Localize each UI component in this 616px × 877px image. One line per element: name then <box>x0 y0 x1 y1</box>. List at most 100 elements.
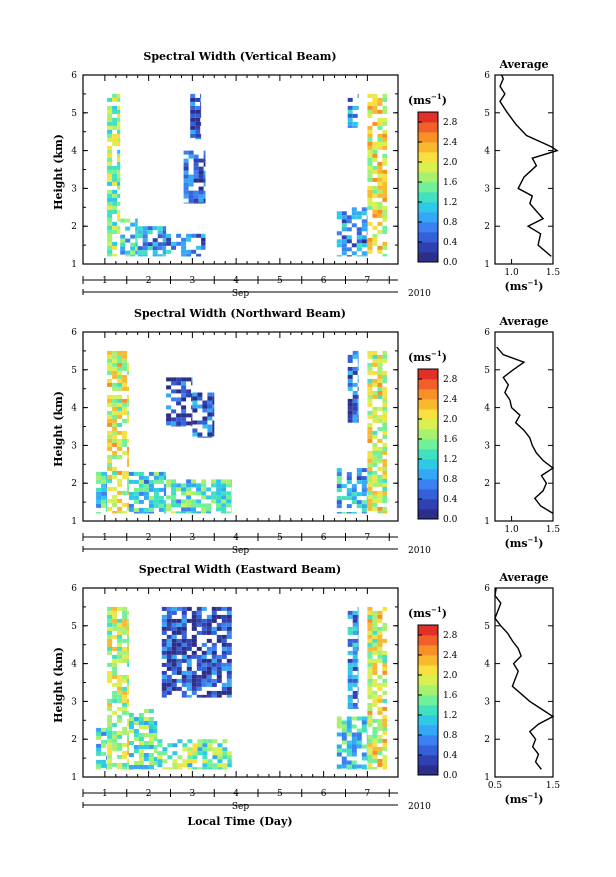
heatmap-cell <box>367 161 373 166</box>
heatmap-cell <box>186 694 192 698</box>
colorbar-swatch <box>418 735 438 746</box>
heatmap-cell <box>382 245 388 250</box>
heatmap-cell <box>377 746 383 751</box>
heatmap-cell <box>96 735 102 740</box>
heatmap-cell <box>127 618 129 623</box>
heatmap-cell <box>382 398 388 403</box>
heatmap-cell <box>382 722 388 727</box>
heatmap-cell <box>203 190 206 195</box>
heatmap-cell <box>372 742 378 747</box>
heatmap-cell <box>112 746 118 751</box>
heatmap-cell <box>352 666 358 671</box>
y-tick-label: 3 <box>71 441 77 451</box>
heatmap-cell <box>112 474 118 479</box>
heatmap-cell <box>367 149 373 154</box>
heatmap-cell <box>382 754 388 759</box>
colorbar-tick-label: 1.6 <box>443 435 458 445</box>
heatmap-cell <box>125 226 131 231</box>
heatmap-cell <box>193 166 199 171</box>
heatmap-cell <box>138 733 144 737</box>
heatmap-cell <box>377 109 383 114</box>
heatmap-cell <box>181 421 187 426</box>
heatmap-cell <box>148 761 154 765</box>
heatmap-cell <box>193 198 199 203</box>
heatmap-cell <box>143 733 149 737</box>
heatmap-cell <box>127 674 129 679</box>
heatmap-cell <box>361 752 367 757</box>
heatmap-cell <box>133 761 139 765</box>
heatmap-cell <box>166 614 172 619</box>
heatmap-cell <box>162 751 168 756</box>
heatmap-cell <box>171 610 177 615</box>
heatmap-cell <box>186 237 192 242</box>
heatmap-cell <box>212 404 215 409</box>
heatmap-cell <box>112 173 118 178</box>
heatmap-cell <box>207 763 213 768</box>
heatmap-cell <box>356 227 362 232</box>
heatmap-cell <box>138 483 144 488</box>
heatmap-cell <box>107 181 113 186</box>
heatmap-cell <box>216 690 222 695</box>
heatmap-cell <box>357 658 359 663</box>
heatmap-cell <box>227 759 232 764</box>
heatmap-cell <box>162 767 168 770</box>
heatmap-cell <box>158 475 164 480</box>
heatmap-cell <box>191 491 197 496</box>
heatmap-cell <box>153 495 159 500</box>
heatmap-cell <box>161 618 167 623</box>
heatmap-cell <box>201 495 207 500</box>
heatmap-cell <box>231 503 232 508</box>
heatmap-cell <box>341 223 347 228</box>
colorbar-tick-label: 2.8 <box>443 118 458 128</box>
heatmap-cell <box>183 190 189 195</box>
heatmap-cell <box>107 358 113 363</box>
heatmap-cell <box>367 378 373 383</box>
heatmap-cell <box>122 650 128 655</box>
heatmap-cell <box>171 626 177 631</box>
heatmap-cell <box>112 197 118 202</box>
heatmap-cell <box>181 638 187 643</box>
heatmap-cell <box>346 496 352 501</box>
average-unit-label: (ms−1) <box>504 791 543 806</box>
heatmap-cell <box>372 702 378 707</box>
heatmap-cell <box>382 742 388 747</box>
heatmap-cell <box>347 366 353 371</box>
heatmap-cell <box>356 255 362 257</box>
heatmap-cell <box>226 646 232 651</box>
heatmap-cell <box>117 169 121 174</box>
heatmap-cell <box>366 219 368 224</box>
heatmap-cell <box>122 646 128 651</box>
heatmap-cell <box>341 724 347 729</box>
heatmap-cell <box>352 113 358 118</box>
heatmap-cell <box>197 392 203 397</box>
heatmap-cell <box>356 728 362 733</box>
heatmap-cell <box>341 748 347 753</box>
heatmap-cell <box>352 382 358 387</box>
heatmap-cell <box>107 726 113 731</box>
heatmap-cell <box>186 654 192 659</box>
heatmap-cell <box>107 746 113 751</box>
heatmap-cell <box>127 634 129 639</box>
heatmap-cell <box>152 250 158 255</box>
heatmap-cell <box>106 471 107 476</box>
heatmap-cell <box>197 751 203 756</box>
heatmap-cell <box>367 450 373 455</box>
heatmap-cell <box>377 141 383 146</box>
colorbar-swatch <box>418 655 438 666</box>
heatmap-cell <box>231 479 232 484</box>
day-tick-label: 5 <box>277 789 283 799</box>
heatmap-cell <box>347 121 353 126</box>
average-unit-label: (ms−1) <box>504 535 543 550</box>
heatmap-cell <box>212 763 218 768</box>
heatmap-cell <box>336 468 342 473</box>
heatmap-cell <box>122 626 128 631</box>
heatmap-cell <box>366 752 368 757</box>
colorbar-swatch <box>418 419 438 430</box>
heatmap-cell <box>351 760 357 765</box>
heatmap-cell <box>187 759 193 764</box>
heatmap-cell <box>367 466 373 471</box>
heatmap-cell <box>367 185 373 190</box>
heatmap-cell <box>196 503 202 508</box>
heatmap-cell <box>361 243 367 248</box>
